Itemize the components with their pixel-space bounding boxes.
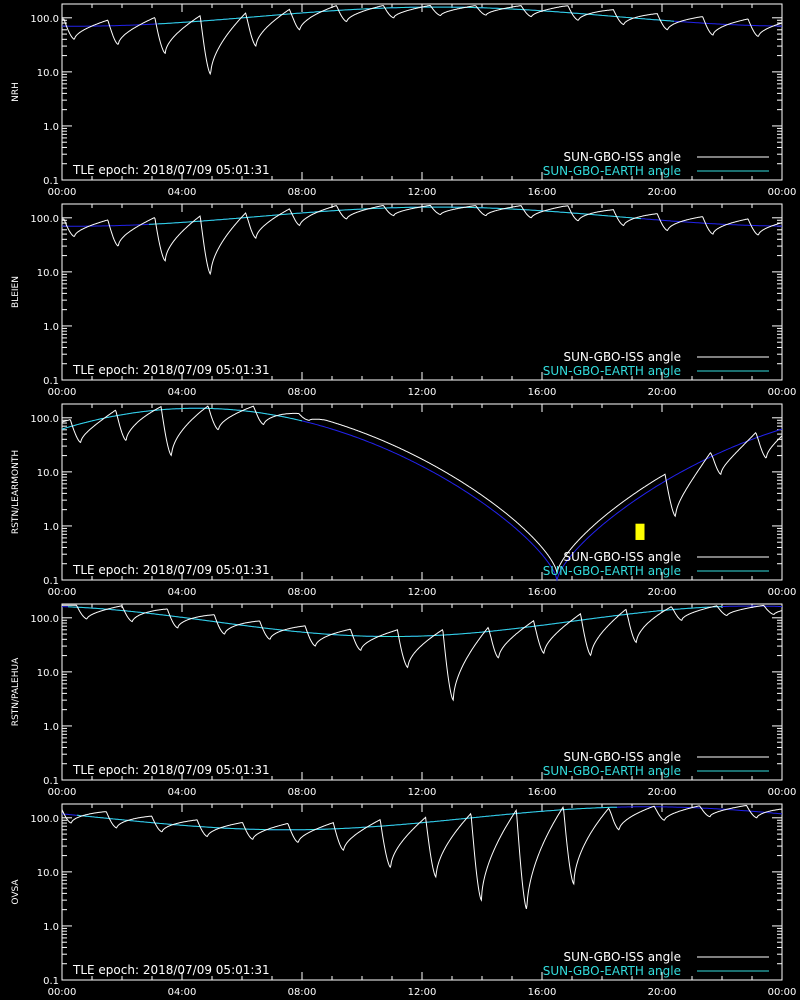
x-tick-label: 00:00: [768, 787, 797, 798]
y-axis-label: BLEIEN: [11, 276, 21, 308]
x-tick-label: 20:00: [648, 187, 677, 198]
x-tick-label: 08:00: [288, 187, 317, 198]
iss-angle-curve: [61, 804, 783, 910]
tle-epoch-text: TLE epoch: 2018/07/09 05:01:31: [72, 563, 270, 577]
iss-angle-curve: [61, 405, 783, 574]
legend-label: SUN-GBO-EARTH angle: [543, 364, 681, 378]
y-axis-label: RSTN/PALEHUA: [11, 657, 21, 726]
x-tick-label: 00:00: [768, 187, 797, 198]
x-tick-label: 00:00: [48, 987, 77, 998]
x-tick-label: 20:00: [648, 787, 677, 798]
plot-svg: 0.1 1.0 10.0 100.0 00:00 04:00 08:00 12:00 16:00…: [11, 3, 797, 198]
x-tick-label: 04:00: [168, 987, 197, 998]
y-tick-label: 10.0: [37, 268, 59, 279]
x-tick-label: 20:00: [648, 387, 677, 398]
y-tick-label: 1.0: [43, 322, 59, 333]
event-marker: [635, 523, 645, 540]
iss-angle-curve: [62, 604, 783, 702]
x-tick-label: 08:00: [288, 787, 317, 798]
earth-angle-curve-day: [67, 606, 722, 638]
x-tick-label: 00:00: [768, 987, 797, 998]
x-tick-label: 20:00: [648, 587, 677, 598]
legend-label: SUN-GBO-EARTH angle: [543, 164, 681, 178]
x-tick-label: 00:00: [48, 787, 77, 798]
iss-angle-curve: [61, 204, 783, 276]
legend-label: SUN-GBO-EARTH angle: [543, 964, 681, 978]
legend-label: SUN-GBO-EARTH angle: [543, 764, 681, 778]
y-tick-label: 10.0: [37, 668, 59, 679]
x-tick-label: 08:00: [288, 587, 317, 598]
x-tick-label: 12:00: [408, 987, 437, 998]
y-tick-label: 0.1: [43, 576, 59, 587]
x-tick-label: 12:00: [408, 587, 437, 598]
y-tick-label: 100.0: [30, 14, 59, 25]
y-axis-label: OVSA: [11, 879, 21, 905]
x-tick-label: 12:00: [408, 187, 437, 198]
y-tick-label: 100.0: [30, 214, 59, 225]
x-tick-label: 20:00: [648, 987, 677, 998]
x-tick-label: 00:00: [48, 587, 77, 598]
x-tick-label: 08:00: [288, 387, 317, 398]
x-tick-label: 16:00: [528, 787, 557, 798]
y-tick-label: 1.0: [43, 722, 59, 733]
y-tick-label: 0.1: [43, 776, 59, 787]
x-tick-label: 12:00: [408, 387, 437, 398]
x-tick-label: 04:00: [168, 587, 197, 598]
x-tick-label: 00:00: [768, 587, 797, 598]
legend-label: SUN-GBO-ISS angle: [564, 550, 681, 564]
y-tick-label: 0.1: [43, 976, 59, 987]
y-tick-label: 100.0: [30, 414, 59, 425]
panel-rstn-palehua: 0.1 1.0 10.0 100.0 00:00 04:00 08:00 12:00 16:00…: [0, 600, 800, 800]
earth-angle-curve-day: [76, 806, 617, 831]
y-tick-label: 100.0: [30, 814, 59, 825]
x-tick-label: 16:00: [528, 387, 557, 398]
legend-label: SUN-GBO-ISS angle: [564, 950, 681, 964]
iss-angle-curve: [61, 4, 783, 76]
legend-label: SUN-GBO-EARTH angle: [543, 564, 681, 578]
y-tick-label: 10.0: [37, 468, 59, 479]
y-tick-label: 1.0: [43, 522, 59, 533]
x-tick-label: 00:00: [768, 387, 797, 398]
y-tick-label: 0.1: [43, 376, 59, 387]
plot-svg: 0.1 1.0 10.0 100.0 00:00 04:00 08:00 12:00 16:00…: [11, 803, 797, 998]
legend-label: SUN-GBO-ISS angle: [564, 750, 681, 764]
x-tick-label: 16:00: [528, 587, 557, 598]
plot-svg: 0.1 1.0 10.0 100.0 00:00 04:00 08:00 12:00 16:00…: [11, 603, 797, 798]
panel-rstn-learmonth: 0.1 1.0 10.0 100.0 00:00 04:00 08:00 12:00 16:00…: [0, 400, 800, 600]
legend-label: SUN-GBO-ISS angle: [564, 350, 681, 364]
y-tick-label: 10.0: [37, 868, 59, 879]
panel-nrh: 0.1 1.0 10.0 100.0 00:00 04:00 08:00 12:00 16:00…: [0, 0, 800, 200]
tle-epoch-text: TLE epoch: 2018/07/09 05:01:31: [72, 963, 270, 977]
y-tick-label: 100.0: [30, 614, 59, 625]
tle-epoch-text: TLE epoch: 2018/07/09 05:01:31: [72, 763, 270, 777]
earth-angle-curve-day: [157, 6, 675, 25]
earth-angle-curve-day: [61, 407, 303, 430]
x-tick-label: 16:00: [528, 987, 557, 998]
tle-epoch-text: TLE epoch: 2018/07/09 05:01:31: [72, 163, 270, 177]
y-tick-label: 1.0: [43, 122, 59, 133]
x-tick-label: 16:00: [528, 187, 557, 198]
x-tick-label: 12:00: [408, 787, 437, 798]
x-tick-label: 04:00: [168, 787, 197, 798]
plot-svg: 0.1 1.0 10.0 100.0 00:00 04:00 08:00 12:00 16:00…: [11, 203, 797, 398]
x-tick-label: 00:00: [48, 187, 77, 198]
x-tick-label: 00:00: [48, 387, 77, 398]
x-tick-label: 08:00: [288, 987, 317, 998]
panel-ovsa: 0.1 1.0 10.0 100.0 00:00 04:00 08:00 12:00 16:00…: [0, 800, 800, 1000]
tle-epoch-text: TLE epoch: 2018/07/09 05:01:31: [72, 363, 270, 377]
y-tick-label: 10.0: [37, 68, 59, 79]
y-tick-label: 0.1: [43, 176, 59, 187]
earth-angle-curve-day: [148, 206, 642, 225]
x-tick-label: 04:00: [168, 387, 197, 398]
y-axis-label: NRH: [11, 82, 21, 102]
plot-svg: 0.1 1.0 10.0 100.0 00:00 04:00 08:00 12:00 16:00…: [11, 403, 797, 598]
x-tick-label: 04:00: [168, 187, 197, 198]
panel-bleien: 0.1 1.0 10.0 100.0 00:00 04:00 08:00 12:00 16:00…: [0, 200, 800, 400]
legend-label: SUN-GBO-ISS angle: [564, 150, 681, 164]
y-tick-label: 1.0: [43, 922, 59, 933]
y-axis-label: RSTN/LEARMONTH: [11, 450, 21, 534]
